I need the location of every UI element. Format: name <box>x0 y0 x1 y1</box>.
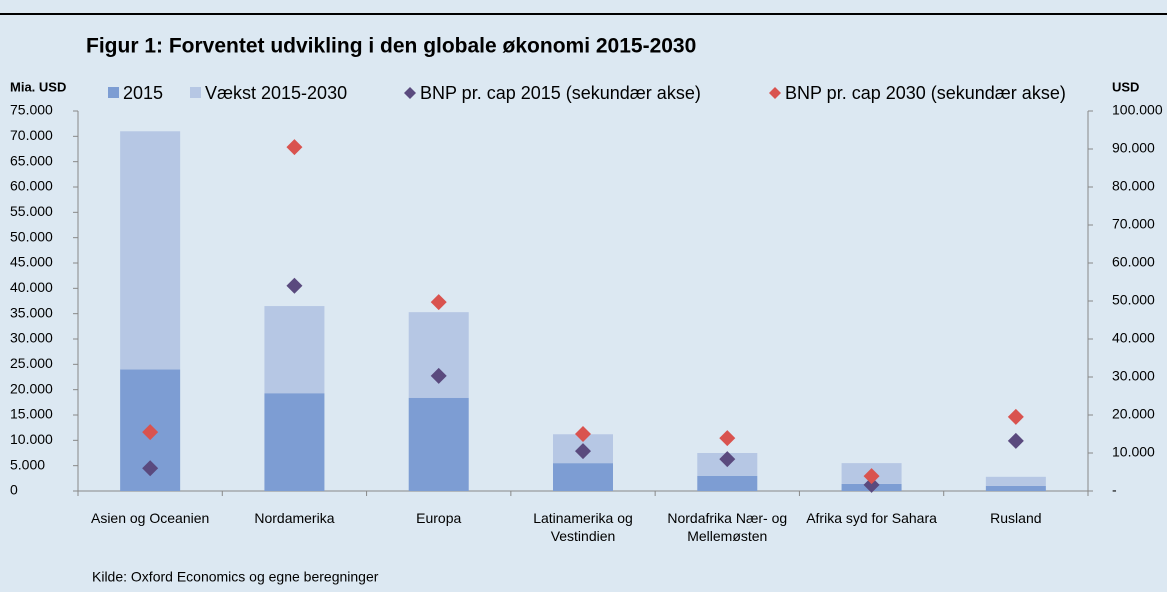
point <box>719 430 736 447</box>
bar <box>120 131 181 370</box>
legend-label: BNP pr. cap 2015 (sekundær akse) <box>420 83 701 103</box>
x-tick-label: Nordamerika <box>254 510 335 526</box>
y-tick-label: 50.000 <box>10 228 53 244</box>
y2-tick-label: 80.000 <box>1112 178 1155 194</box>
bar <box>264 306 325 394</box>
legend-swatch <box>108 87 119 98</box>
point <box>142 460 159 477</box>
y-tick-label: 5.000 <box>10 456 45 472</box>
y2-tick-label: 30.000 <box>1112 368 1155 384</box>
x-tick-label: Europa <box>416 510 462 526</box>
point <box>575 426 591 442</box>
y-tick-label: 60.000 <box>10 178 53 194</box>
y-tick-label: 10.000 <box>10 431 53 447</box>
bar <box>553 463 613 491</box>
legend-swatch <box>404 87 416 99</box>
point <box>430 367 447 384</box>
legend-label: 2015 <box>123 83 163 103</box>
y2-tick-label: 10.000 <box>1112 444 1155 460</box>
point <box>719 451 736 468</box>
y2-tick-label: 40.000 <box>1112 330 1155 346</box>
y-axis-label: Mia. USD <box>10 79 66 94</box>
y-tick-label: 25.000 <box>10 355 53 371</box>
point <box>863 468 880 485</box>
y-tick-label: 15.000 <box>10 406 53 422</box>
y2-tick-label: 70.000 <box>1112 216 1155 232</box>
y-tick-label: 30.000 <box>10 330 53 346</box>
y-tick-label: 55.000 <box>10 203 53 219</box>
point <box>142 424 159 441</box>
bar <box>985 476 1046 486</box>
y2-tick-label: - <box>1112 482 1117 498</box>
point <box>1007 432 1024 449</box>
y-tick-label: 75.000 <box>10 102 53 118</box>
bar <box>408 397 469 491</box>
y-tick-label: 65.000 <box>10 152 53 168</box>
source: Kilde: Oxford Economics og egne beregnin… <box>92 569 379 585</box>
point <box>286 277 303 294</box>
y-tick-label: 20.000 <box>10 380 53 396</box>
bar <box>264 393 325 491</box>
x-tick-label: Latinamerika og Vestindien <box>533 510 633 544</box>
y-tick-label: 45.000 <box>10 254 53 270</box>
legend-label: BNP pr. cap 2030 (sekundær akse) <box>785 83 1066 103</box>
legend-swatch <box>190 87 201 98</box>
point <box>1007 408 1024 425</box>
bar <box>985 485 1046 491</box>
y-tick-label: 70.000 <box>10 127 53 143</box>
y-tick-label: 40.000 <box>10 279 53 295</box>
y-tick-label: 35.000 <box>10 304 53 320</box>
y2-axis-label: USD <box>1112 79 1139 94</box>
x-tick-label: Rusland <box>990 510 1042 526</box>
y2-tick-label: 90.000 <box>1112 140 1155 156</box>
bar <box>408 312 469 398</box>
x-tick-label: Nordafrika Nær- og Mellemøsten <box>667 510 788 544</box>
point <box>575 443 591 460</box>
point <box>286 139 303 156</box>
y2-tick-label: 50.000 <box>1112 292 1155 308</box>
legend-swatch <box>769 87 781 99</box>
legend-label: Vækst 2015-2030 <box>205 83 347 103</box>
y2-tick-label: 60.000 <box>1112 254 1155 270</box>
y2-tick-label: 20.000 <box>1112 406 1155 422</box>
point <box>430 294 447 311</box>
y2-tick-label: 100.000 <box>1112 102 1163 118</box>
y-tick-label: 0 <box>10 482 18 498</box>
bar <box>697 475 758 491</box>
x-tick-label: Afrika syd for Sahara <box>806 510 937 526</box>
point <box>863 476 880 493</box>
chart-title: Figur 1: Forventet udvikling i den globa… <box>86 35 696 58</box>
x-tick-label: Asien og Oceanien <box>90 510 210 526</box>
